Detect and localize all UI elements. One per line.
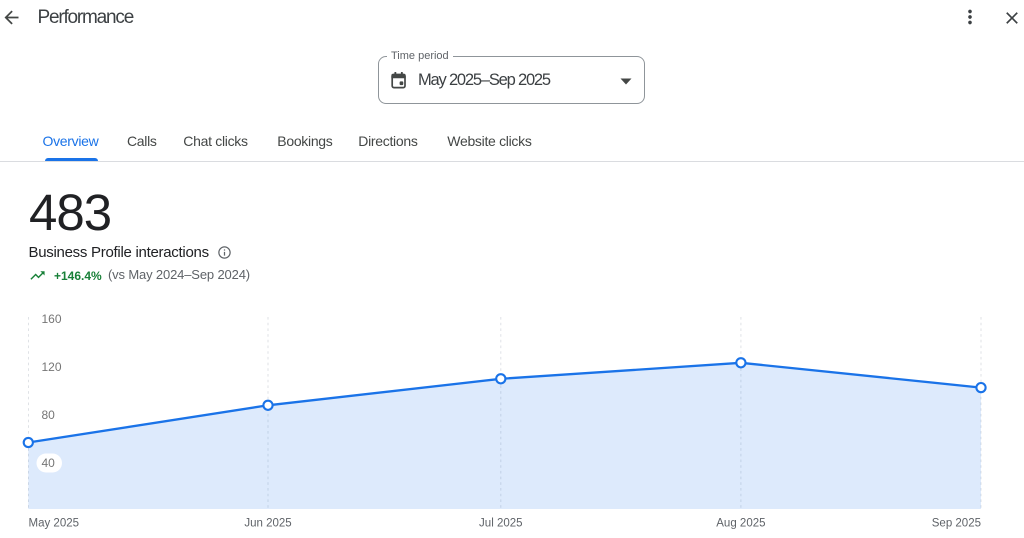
svg-text:May 2025: May 2025 (29, 518, 80, 530)
svg-text:120: 120 (42, 360, 62, 374)
svg-text:Sep 2025: Sep 2025 (932, 518, 981, 530)
svg-text:Aug 2025: Aug 2025 (716, 518, 765, 530)
svg-text:40: 40 (42, 456, 56, 470)
svg-text:Jun 2025: Jun 2025 (244, 518, 291, 530)
svg-text:80: 80 (42, 408, 56, 422)
svg-text:Jul 2025: Jul 2025 (479, 518, 522, 530)
svg-text:160: 160 (42, 312, 62, 326)
